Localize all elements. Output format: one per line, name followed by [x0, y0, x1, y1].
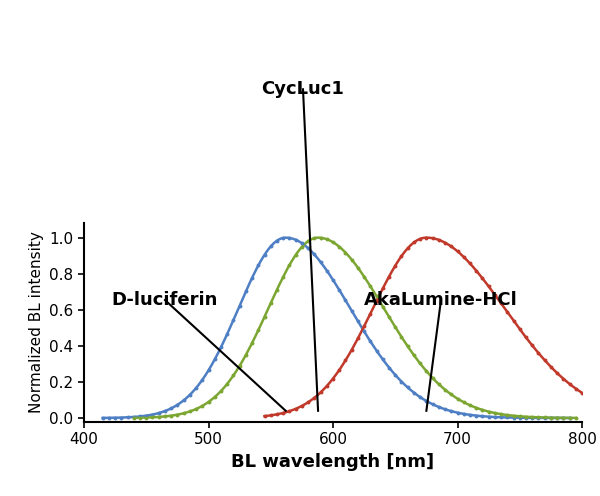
Y-axis label: Normalized BL intensity: Normalized BL intensity: [29, 232, 44, 413]
Text: CycLuc1: CycLuc1: [262, 80, 344, 98]
Text: AkaLumine-HCl: AkaLumine-HCl: [364, 291, 518, 309]
X-axis label: BL wavelength [nm]: BL wavelength [nm]: [232, 452, 434, 471]
Text: D-luciferin: D-luciferin: [112, 291, 218, 309]
